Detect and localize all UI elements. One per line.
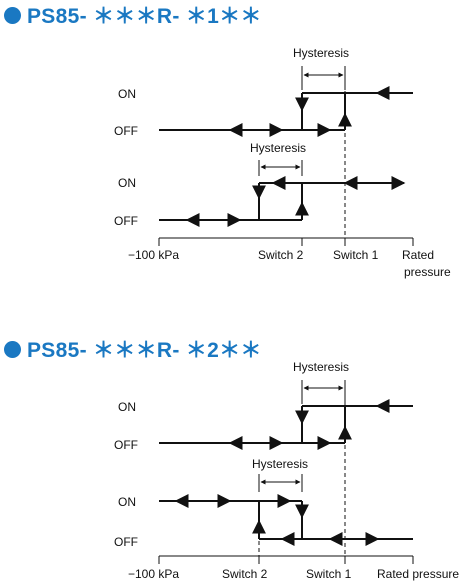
axis-min-label: −100 kPa [128, 567, 179, 581]
rated-label: Rated pressure [377, 567, 459, 581]
hysteresis-label-bottom: Hysteresis [252, 457, 308, 471]
on-label-top: ON [118, 87, 136, 101]
on-label-bottom: ON [118, 176, 136, 190]
off-label-top: OFF [114, 124, 138, 138]
switch1-label: Switch 1 [306, 567, 352, 581]
bullet-icon [4, 6, 21, 24]
hysteresis-label-bottom: Hysteresis [250, 141, 306, 155]
on-label-bottom: ON [118, 495, 136, 509]
rated-label-line1: Rated [402, 248, 434, 262]
switch2-label: Switch 2 [222, 567, 268, 581]
axis-min-label: −100 kPa [128, 248, 179, 262]
hysteresis-label-top: Hysteresis [293, 360, 349, 374]
diagram2-heading: PS85- ＊＊＊R- ＊2＊＊ [4, 336, 262, 362]
switch2-label: Switch 2 [258, 248, 304, 262]
switch1-label: Switch 1 [333, 248, 379, 262]
hysteresis-label-top: Hysteresis [293, 46, 349, 60]
rated-label-line2: pressure [404, 265, 451, 279]
diagram2-graph: ON OFF ON OFF Hysteresis Hysteresis −100… [114, 360, 459, 581]
off-label-bottom: OFF [114, 214, 138, 228]
model-code-1: PS85- ＊＊＊R- ＊1＊＊ [27, 5, 262, 28]
diagram1-heading: PS85- ＊＊＊R- ＊1＊＊ [4, 2, 262, 28]
diagram1-graph: ON OFF ON OFF Hysteresis Hysteresis −100… [114, 46, 451, 279]
off-label-bottom: OFF [114, 535, 138, 549]
model-code-2: PS85- ＊＊＊R- ＊2＊＊ [27, 339, 262, 362]
off-label-top: OFF [114, 438, 138, 452]
bullet-icon [4, 340, 21, 358]
on-label-top: ON [118, 400, 136, 414]
